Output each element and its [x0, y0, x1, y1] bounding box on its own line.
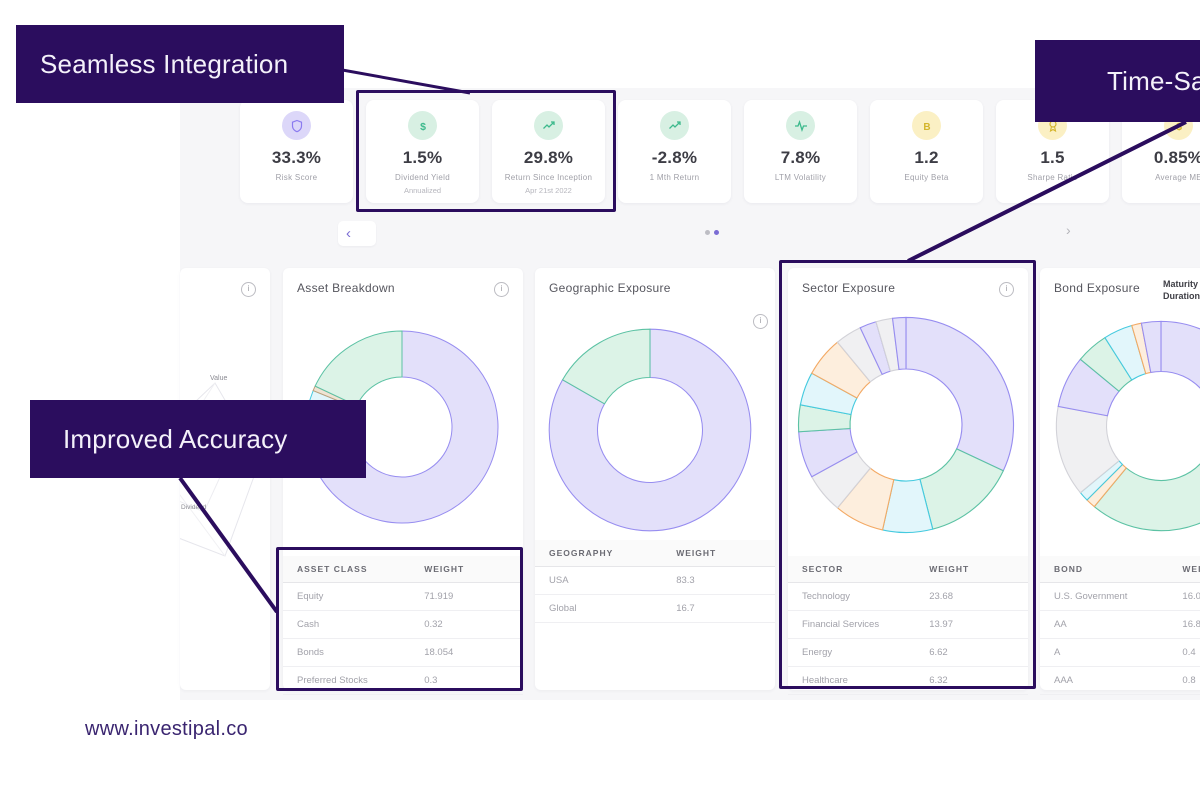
shield-icon [282, 111, 311, 140]
metric-sublabel: Annualized [403, 186, 442, 195]
donut-segment [1140, 320, 1162, 374]
metric-sublabel: Apr 21st 2022 [525, 186, 572, 195]
table-row: U.S. Government 16.0 [1040, 583, 1200, 611]
donut-segment [891, 316, 907, 371]
callout-improved-accuracy: Improved Accuracy [30, 400, 366, 478]
metric-card: 7.8% LTM Volatility [744, 100, 857, 203]
callout-time-saving: Time-Sa [1035, 40, 1200, 122]
metric-label: Sharpe Ratio [1027, 173, 1078, 182]
info-icon[interactable] [241, 282, 256, 297]
table-row: A 0.4 [1040, 639, 1200, 667]
metric-card: $ 1.5% Dividend Yield Annualized [366, 100, 479, 203]
metric-value: -2.8% [651, 148, 698, 167]
table-header: GEOGRAPHY WEIGHT [535, 540, 775, 567]
table-header: BONDWEIGHT [1040, 556, 1200, 583]
metric-card: 33.3% Risk Score [240, 100, 353, 203]
radar-chart [180, 382, 261, 557]
info-icon[interactable] [753, 314, 768, 329]
carousel-dots [705, 230, 719, 235]
table-header: ASSET CLASS WEIGHT [283, 556, 523, 583]
table-row: Preferred Stocks 0.3 [283, 667, 523, 695]
beta-icon: B [912, 111, 941, 140]
panel-sector-exposure: Sector Exposure SECTORWEIGHTTechnology23… [788, 268, 1028, 695]
donut-segment [314, 330, 403, 407]
radar-axis-label: Dividend [181, 504, 207, 511]
panel-bond-exposure: Bond Exposure Maturity Duration BONDWEIG… [1040, 268, 1200, 695]
dollar-icon: $ [408, 111, 437, 140]
table-row: Cash 0.32 [283, 611, 523, 639]
metric-value: 7.8% [780, 148, 821, 167]
donut-segment [1160, 320, 1200, 389]
trend-up-icon [660, 111, 689, 140]
panel-left-partial: Value Dividend [180, 268, 270, 690]
table-row: Global 16.7 [535, 595, 775, 623]
metric-value: 29.8% [523, 148, 574, 167]
carousel-prev-button[interactable]: ‹ [338, 221, 376, 246]
bond-table: BONDWEIGHTU.S. Government16.0AA16.8A0.4A… [1040, 556, 1200, 695]
pulse-icon [786, 111, 815, 140]
donut-segment [1093, 463, 1200, 532]
website-url: www.investipal.co [85, 718, 248, 740]
metric-value: 0.85% [1153, 148, 1200, 167]
geography-table: GEOGRAPHY WEIGHT USA 83.3 Global 16.7 [535, 540, 775, 623]
bond-exposure-donut [1055, 320, 1200, 532]
svg-text:$: $ [1176, 120, 1182, 132]
metric-label: Dividend Yield [395, 173, 450, 182]
panel-title: Asset Breakdown [297, 281, 395, 295]
metric-label: LTM Volatility [774, 173, 827, 182]
trend-up-icon [534, 111, 563, 140]
sector-exposure-donut [797, 316, 1015, 534]
table-row: Financial Services 13.97 [788, 611, 1028, 639]
table-row: Equity 71.919 [283, 583, 523, 611]
metric-label: 1 Mth Return [649, 173, 700, 182]
maturity-duration-toggle[interactable]: Maturity Duration [1163, 279, 1200, 302]
table-row: Bonds 18.054 [283, 639, 523, 667]
asset-class-table: ASSET CLASS WEIGHT Equity 71.919 Cash 0.32 Bon… [283, 556, 523, 695]
metric-value: 1.5 [1040, 148, 1065, 167]
metric-label: Risk Score [275, 173, 318, 182]
svg-text:$: $ [420, 120, 426, 132]
panel-geographic-exposure: Geographic Exposure GEOGRAPHYWEIGHTUSA83… [535, 268, 775, 690]
carousel-next-button[interactable]: › [1066, 222, 1071, 238]
info-icon[interactable] [999, 282, 1014, 297]
table-row: USA 83.3 [535, 567, 775, 595]
metric-value: 1.5% [402, 148, 443, 167]
donut-segment [561, 328, 651, 405]
info-icon[interactable] [494, 282, 509, 297]
metric-card: -2.8% 1 Mth Return [618, 100, 731, 203]
sector-table: SECTOR WEIGHT Technology 23.68 Financial Ser… [788, 556, 1028, 695]
table-row: AA 16.8 [1040, 611, 1200, 639]
callout-seamless-integration: Seamless Integration [16, 25, 344, 103]
panel-title: Bond Exposure [1054, 281, 1140, 295]
panel-title: Sector Exposure [802, 281, 896, 295]
table-row: Energy 6.62 [788, 639, 1028, 667]
metric-value: 1.2 [914, 148, 939, 167]
carousel-dot[interactable] [705, 230, 710, 235]
table-row: AAA 0.8 [1040, 667, 1200, 695]
panel-asset-breakdown: Asset Breakdown ASSET CLASSWEIGHTEquity7… [283, 268, 523, 695]
table-header: SECTOR WEIGHT [788, 556, 1028, 583]
geographic-exposure-donut [548, 328, 752, 532]
donut-segment [905, 316, 1015, 472]
metric-value: 33.3% [271, 148, 322, 167]
donut-segment [548, 328, 752, 532]
carousel-dot-active[interactable] [714, 230, 719, 235]
metric-label: Equity Beta [904, 173, 949, 182]
metric-card: 29.8% Return Since Inception Apr 21st 202… [492, 100, 605, 203]
svg-text:B: B [923, 121, 930, 132]
metric-card: B 1.2 Equity Beta [870, 100, 983, 203]
panel-title: Geographic Exposure [549, 281, 671, 295]
metric-label: Return Since Inception [504, 173, 593, 182]
metric-label: Average ME [1155, 173, 1200, 182]
chevron-left-icon: ‹ [346, 225, 351, 242]
radar-axis-label: Value [210, 375, 228, 382]
table-row: Technology 23.68 [788, 583, 1028, 611]
table-row: Healthcare 6.32 [788, 667, 1028, 695]
